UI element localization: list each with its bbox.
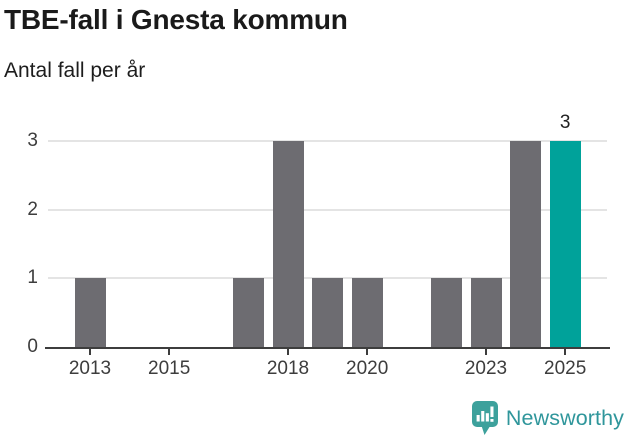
x-axis-tick-label-2023: 2023: [464, 358, 508, 379]
x-axis-tick-2013: [89, 349, 91, 355]
bar-2022: [430, 278, 462, 347]
x-axis-tick-2015: [168, 349, 171, 355]
x-axis-tick-label-2025: 2025: [544, 358, 587, 379]
x-axis-tick-2025: [564, 349, 567, 355]
y-axis-tick-label-2: 2: [27, 198, 38, 220]
x-axis-tick-label-2015: 2015: [148, 358, 191, 379]
bar-2025: [549, 141, 581, 347]
bar-2017: [232, 278, 264, 347]
bar-2013: [74, 278, 106, 347]
bar-2019: [312, 278, 344, 347]
newsworthy-logo-icon: [471, 400, 499, 436]
bar-2020: [351, 278, 383, 347]
bar-value-label-2025: 3: [559, 112, 571, 133]
x-axis-line: [45, 347, 610, 349]
x-axis-tick-2018: [287, 349, 289, 355]
brand-name: Newsworthy: [505, 405, 624, 430]
y-axis-tick-label-3: 3: [27, 130, 38, 151]
chart-title: TBE-fall i Gnesta kommun: [4, 4, 348, 35]
x-axis-tick-2020: [366, 349, 369, 355]
gridline-y3: [48, 140, 607, 142]
x-axis-tick-label-2020: 2020: [346, 358, 389, 379]
brand-footer: Newsworthy: [471, 399, 624, 437]
gridline-y2: [48, 208, 607, 211]
x-axis-tick-2023: [485, 349, 487, 355]
bar-2018: [272, 141, 304, 347]
x-axis-tick-label-2018: 2018: [266, 358, 310, 379]
x-axis-tick-label-2013: 2013: [68, 358, 112, 379]
bar-2024: [510, 141, 542, 347]
chart-subtitle: Antal fall per år: [4, 59, 146, 82]
y-axis-tick-label-1: 1: [27, 267, 38, 289]
y-axis-tick-label-0: 0: [27, 336, 38, 357]
bar-2023: [470, 278, 502, 347]
bar-chart-plot-area: 0 1 2 3 2013 2015 2018 2020 2023 2025 3: [0, 100, 631, 390]
